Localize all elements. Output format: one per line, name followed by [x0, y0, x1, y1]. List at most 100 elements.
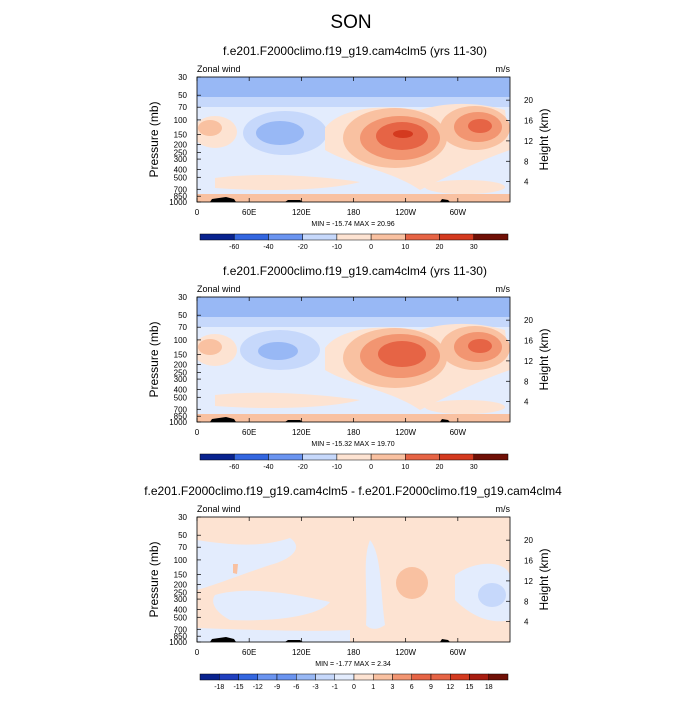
- panel-1-y-tick-label: 150: [174, 130, 188, 139]
- panel-3-y-tick-label: 200: [174, 581, 188, 590]
- panel-2-y-tick-label: 400: [174, 385, 188, 394]
- panel-3-colorbar-box: [392, 673, 412, 681]
- panel-3-colorbar-label: 15: [466, 684, 474, 691]
- panel-1-colorbar-label: -40: [263, 244, 273, 251]
- panel-2: f.e201.F2000climo.f19_g19.cam4clm4 (yrs …: [147, 264, 551, 448]
- panel-3-y-tick-label: 1000: [169, 638, 187, 647]
- panel-2-terrain: [210, 417, 450, 422]
- panel-2-y-right-tick-label: 8: [524, 377, 529, 386]
- panel-1-y-right-tick-label: 8: [524, 157, 529, 166]
- panel-2-x-tick-label: 180: [347, 428, 361, 437]
- panel-1-strat-band: [197, 77, 510, 97]
- panel-1-y-tick-label: 500: [174, 173, 188, 182]
- panel-3-x-tick-label: 120E: [292, 648, 311, 657]
- panel-3-y-tick-label: 400: [174, 605, 188, 614]
- panel-3-units-label: m/s: [496, 504, 511, 514]
- panel-3-y-tick-label: 30: [178, 513, 187, 522]
- panel-3-colorbar-label: 9: [429, 684, 433, 691]
- panel-3-colorbar-label: 6: [410, 684, 414, 691]
- panel-3-x-tick-label: 60W: [450, 648, 467, 657]
- panel-1-colorbar-label: 30: [470, 244, 478, 251]
- panel-2-y-tick-label: 500: [174, 393, 188, 402]
- panel-2-lower-westerly: [215, 392, 360, 408]
- panel-2-strat-band-2: [197, 317, 510, 327]
- panel-1-colorbar-box: [199, 233, 235, 241]
- panel-3-y-tick-label: 100: [174, 556, 188, 565]
- panel-2-x-tick-label: 60W: [450, 428, 467, 437]
- panel-2-colorbar-box: [302, 453, 338, 461]
- panel-1-y-tick-label: 200: [174, 141, 188, 150]
- panel-1-title: f.e201.F2000climo.f19_g19.cam4clm5 (yrs …: [223, 44, 487, 58]
- panel-1-colorbar-box: [336, 233, 372, 241]
- panel-2-colorbar-box: [268, 453, 303, 461]
- panel-1-contour-field: [197, 77, 510, 202]
- panel-2-x-tick-label: 0: [195, 428, 200, 437]
- panel-1-x-tick-label: 120W: [395, 208, 416, 217]
- panel-1-y-right-tick-label: 20: [524, 96, 533, 105]
- panel-2-x-tick-label: 60E: [242, 428, 256, 437]
- panel-1-y-right-tick-label: 4: [524, 178, 529, 187]
- panel-1-ylabel: Pressure (mb): [147, 101, 161, 177]
- panel-3-y-tick-label: 150: [174, 570, 188, 579]
- panel-1-colorbar-label: 10: [401, 244, 409, 251]
- axes-layer: 0 60E 120E 180 120W 60W3050701001502002503004…: [169, 73, 533, 691]
- panel-1-colorbar-box: [405, 233, 440, 241]
- panel-1-colorbar-label: -20: [298, 244, 308, 251]
- panel-2-colorbar-box: [473, 453, 509, 461]
- panel-2-y-tick-label: 700: [174, 405, 188, 414]
- panel-1-y-tick-label: 300: [174, 155, 188, 164]
- panel-3-colorbar-box: [450, 673, 470, 681]
- panel-1-colorbar-label: -60: [229, 244, 239, 251]
- panel-3-neg-core: [478, 583, 506, 607]
- panel-2-colorbar-label: -40: [263, 464, 273, 471]
- panel-3-colorbar-box: [334, 673, 355, 681]
- panel-3-colorbar-box: [411, 673, 432, 681]
- panel-2-y-right-tick-label: 12: [524, 357, 533, 366]
- panel-1-x-tick-label: 180: [347, 208, 361, 217]
- panel-2-y-tick-label: 70: [178, 323, 187, 332]
- panel-3-colorbar-box: [276, 673, 297, 681]
- panel-2-y-tick-label: 150: [174, 350, 188, 359]
- panel-1-y-tick-label: 850: [174, 192, 188, 201]
- panel-1-colorbar-box: [268, 233, 303, 241]
- panel-3-colorbar-label: -18: [214, 684, 224, 691]
- panel-3-y-tick-label: 70: [178, 543, 187, 552]
- panel-2-x-tick-label: 120E: [292, 428, 311, 437]
- panel-3-colorbar-label: -1: [332, 684, 338, 691]
- panel-2-jet-west-core: [198, 339, 222, 355]
- panel-3-pos-small: [233, 564, 238, 574]
- panel-2-colorbar-label: -20: [298, 464, 308, 471]
- panel-1-ylabel-right: Height (km): [537, 108, 551, 170]
- panel-2-title: f.e201.F2000climo.f19_g19.cam4clm4 (yrs …: [223, 264, 487, 278]
- panel-1-y-tick-label: 30: [178, 73, 187, 82]
- panel-2-stats: MIN = -15.32 MAX = 19.70: [311, 441, 394, 448]
- panel-1-x-tick-label: 120E: [292, 208, 311, 217]
- panel-2-ylabel: Pressure (mb): [147, 321, 161, 397]
- panel-2-colorbar-box: [405, 453, 440, 461]
- panel-2-y-tick-label: 30: [178, 293, 187, 302]
- panel-3-x-tick-label: 180: [347, 648, 361, 657]
- panel-2-x-tick-label: 120W: [395, 428, 416, 437]
- panel-2-colorbar-box: [336, 453, 372, 461]
- panel-1-x-tick-label: 60E: [242, 208, 256, 217]
- panel-1-lower-westerly: [215, 175, 360, 190]
- panel-2-colorbar-label: -60: [229, 464, 239, 471]
- panel-1-colorbar-box: [370, 233, 406, 241]
- panel-3-y-right-tick-label: 4: [524, 618, 529, 627]
- panel-2-y-tick-label: 300: [174, 375, 188, 384]
- panel-3-colorbar-box: [315, 673, 335, 681]
- panel-3-colorbar-box: [219, 673, 239, 681]
- panel-3-colorbar-box: [257, 673, 278, 681]
- panel-2-ylabel-right: Height (km): [537, 328, 551, 390]
- panel-3-ylabel: Pressure (mb): [147, 541, 161, 617]
- panel-1-y-right-tick-label: 12: [524, 137, 533, 146]
- panel-1-y-tick-label: 100: [174, 116, 188, 125]
- panel-3-colorbar-box: [353, 673, 374, 681]
- panel-3-colorbar-label: -12: [253, 684, 263, 691]
- panel-1-stats: MIN = -15.74 MAX = 20.96: [311, 221, 394, 228]
- panel-3-x-tick-label: 60E: [242, 648, 256, 657]
- panel-2-jet-main-3: [378, 341, 426, 367]
- panel-2-colorbar-box: [233, 453, 269, 461]
- panel-2-y-right-tick-label: 16: [524, 337, 533, 346]
- panel-1-colorbar-label: -10: [332, 244, 342, 251]
